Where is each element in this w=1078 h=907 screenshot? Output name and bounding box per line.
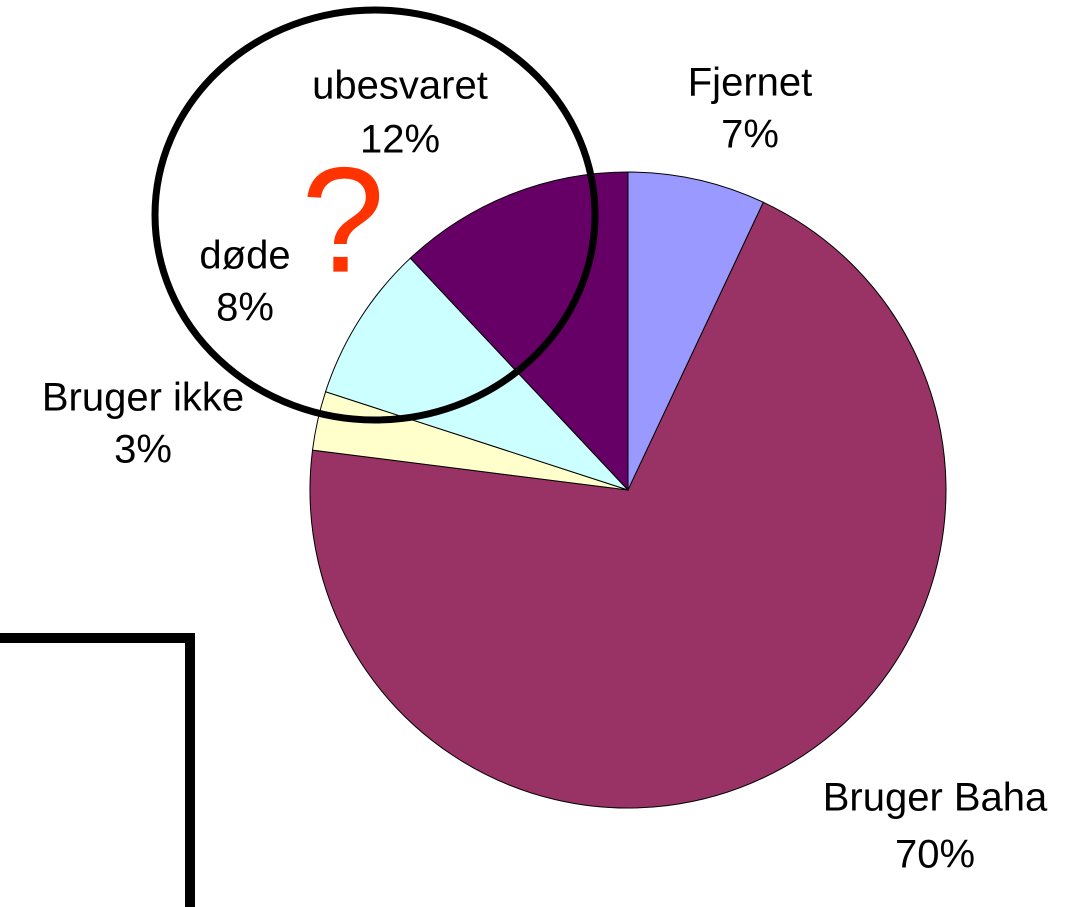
pie [309,171,947,809]
slice-label: Fjernet [688,61,813,105]
slice-label: døde [199,234,290,278]
value-label: 8% [216,286,274,330]
pie-slice [409,171,629,492]
highlight-circle [151,6,599,424]
slice-label: Bruger ikke [42,376,244,420]
value-label: 12% [360,118,440,162]
slice-label: ubesvaret [312,64,488,108]
slice-label: Bruger Baha [823,776,1048,820]
labels: Fjernet 7% Bruger Baha 70% Bruger ikke 3% døde… [42,61,1048,877]
frame [0,633,195,907]
value-label: 70% [895,833,975,877]
pie-slice [324,257,629,491]
pie-slice [627,171,765,491]
question-mark: ? [301,136,384,304]
pie-slice [309,201,947,809]
value-label: 3% [114,428,172,472]
value-label: 7% [721,113,779,157]
